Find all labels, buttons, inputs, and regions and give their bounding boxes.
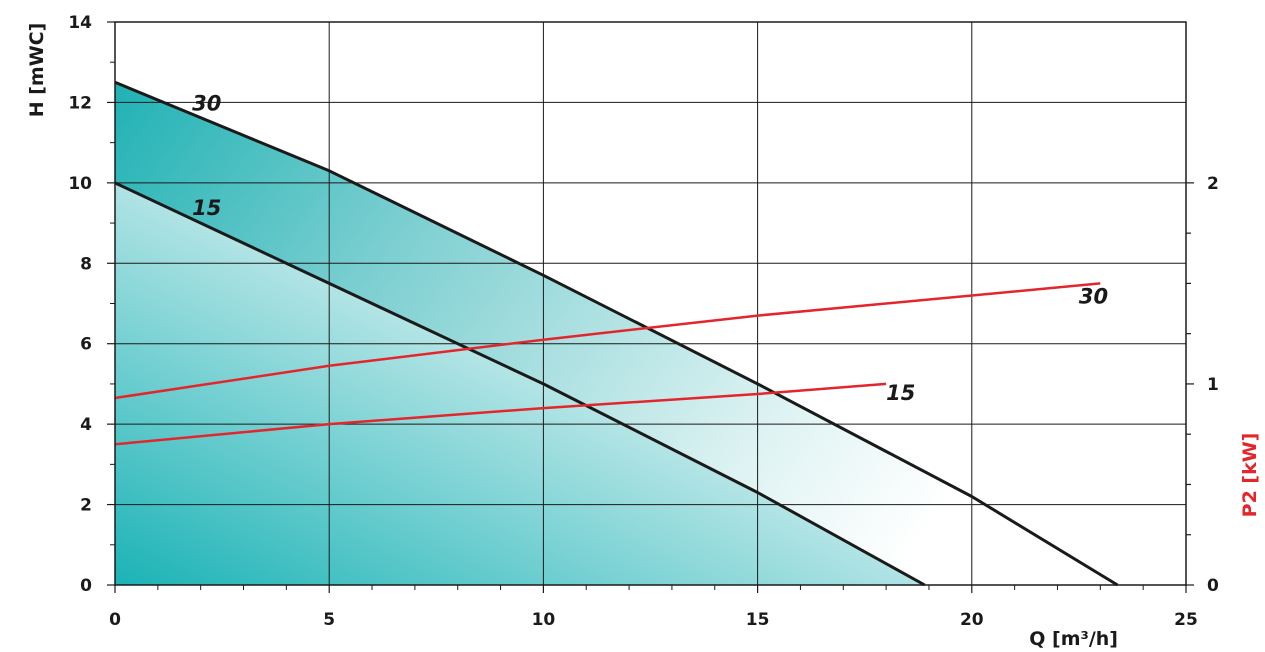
area-15-to-30 bbox=[115, 82, 1118, 586]
head-curve-15 bbox=[114, 181, 926, 587]
y-tick-label: 2 bbox=[80, 496, 92, 516]
power-curve-30 bbox=[114, 282, 1101, 400]
x-tick-label: 5 bbox=[323, 610, 335, 630]
grid bbox=[114, 21, 1187, 586]
head-curves bbox=[114, 80, 1119, 587]
operating-area bbox=[115, 82, 1118, 586]
head-curve-label-30: 30 bbox=[192, 91, 221, 115]
y-tick-label: 4 bbox=[80, 415, 92, 435]
y-tick-label: 6 bbox=[80, 335, 92, 355]
y-tick-label: 8 bbox=[80, 254, 92, 274]
y-tick-label: 14 bbox=[68, 13, 92, 33]
y-axis-title: H [mWC] bbox=[26, 23, 48, 118]
power-curves bbox=[114, 282, 1101, 446]
y2-tick-label: 2 bbox=[1207, 174, 1219, 194]
x-axis-title: Q [m³/h] bbox=[1029, 628, 1118, 650]
y-tick-label: 0 bbox=[80, 576, 92, 596]
axes bbox=[107, 21, 1194, 593]
power-curve-label-15: 15 bbox=[886, 381, 915, 405]
x-tick-label: 20 bbox=[960, 610, 984, 630]
plot-frame bbox=[114, 21, 1187, 586]
head-curve-label-15: 15 bbox=[192, 196, 221, 220]
x-tick-label: 10 bbox=[532, 610, 556, 630]
power-curve-15 bbox=[114, 382, 887, 446]
y2-axis-title: P2 [kW] bbox=[1239, 433, 1261, 518]
area-under-15 bbox=[115, 182, 925, 585]
y-tick-label: 10 bbox=[68, 174, 92, 194]
y2-tick-label: 1 bbox=[1207, 375, 1219, 395]
x-tick-label: 15 bbox=[746, 610, 770, 630]
x-tick-label: 25 bbox=[1174, 610, 1198, 630]
y2-tick-label: 0 bbox=[1207, 576, 1219, 596]
head-curve-30 bbox=[114, 80, 1119, 587]
power-curve-label-30: 30 bbox=[1079, 285, 1108, 309]
y-tick-label: 12 bbox=[68, 93, 92, 113]
x-tick-label: 0 bbox=[109, 610, 121, 630]
